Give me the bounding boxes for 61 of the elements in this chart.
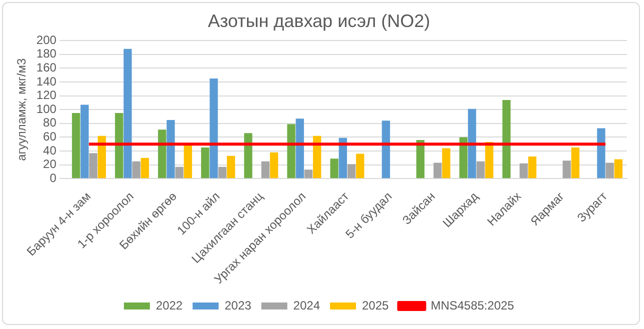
bar [287, 124, 296, 178]
chart-title: Азотын давхар исэл (NO2) [208, 10, 430, 31]
bar [468, 108, 476, 178]
bar [140, 158, 149, 178]
bar [416, 140, 424, 178]
legend-label: MNS4585:2025 [430, 298, 514, 312]
bar [502, 100, 511, 178]
bar [201, 148, 210, 178]
y-tick-label: 180 [36, 46, 57, 61]
bar [485, 142, 494, 178]
bar [166, 120, 175, 178]
bar [184, 144, 192, 178]
bar [304, 170, 313, 178]
bar [296, 118, 304, 178]
y-tick-label: 100 [36, 102, 57, 116]
bar [132, 161, 140, 178]
bar [261, 161, 270, 178]
bar [158, 130, 166, 178]
bar [614, 159, 622, 178]
legend-label: 2024 [293, 298, 320, 312]
bar [80, 104, 89, 178]
y-tick-label: 40 [43, 143, 57, 158]
bar [226, 156, 236, 178]
bar [476, 161, 485, 178]
y-tick-label: 200 [36, 32, 57, 47]
bar [210, 78, 218, 178]
legend-label: 2025 [362, 298, 390, 312]
bar [597, 128, 606, 178]
bar [606, 162, 614, 178]
bar [218, 166, 226, 178]
y-tick-label: 140 [36, 74, 57, 88]
legend-label: 2022 [156, 298, 183, 312]
bar [330, 158, 338, 178]
y-tick-label: 80 [43, 116, 57, 130]
bar [520, 163, 528, 178]
y-tick-label: 160 [36, 60, 57, 75]
bar [270, 152, 278, 178]
y-tick-label: 120 [36, 88, 57, 102]
bar [356, 154, 364, 178]
bar [347, 164, 356, 178]
bar [124, 48, 132, 178]
y-tick-label: 20 [43, 157, 57, 172]
bar [528, 156, 536, 178]
bar [175, 166, 184, 178]
bar [98, 136, 106, 178]
bar [114, 113, 124, 178]
bar [459, 137, 468, 178]
y-tick-label: 0 [50, 170, 57, 185]
bar [434, 162, 442, 178]
bar [72, 113, 80, 178]
y-tick-label: 60 [43, 130, 57, 144]
bar [571, 148, 580, 178]
bar [338, 138, 347, 178]
bar [382, 120, 390, 178]
y-axis-title: агуулламж, мкг/м3 [14, 58, 29, 161]
bar [562, 160, 571, 178]
bar [244, 133, 252, 178]
bar [312, 136, 322, 178]
legend-label: 2023 [224, 298, 252, 312]
bar [89, 153, 98, 178]
bar [442, 148, 450, 178]
